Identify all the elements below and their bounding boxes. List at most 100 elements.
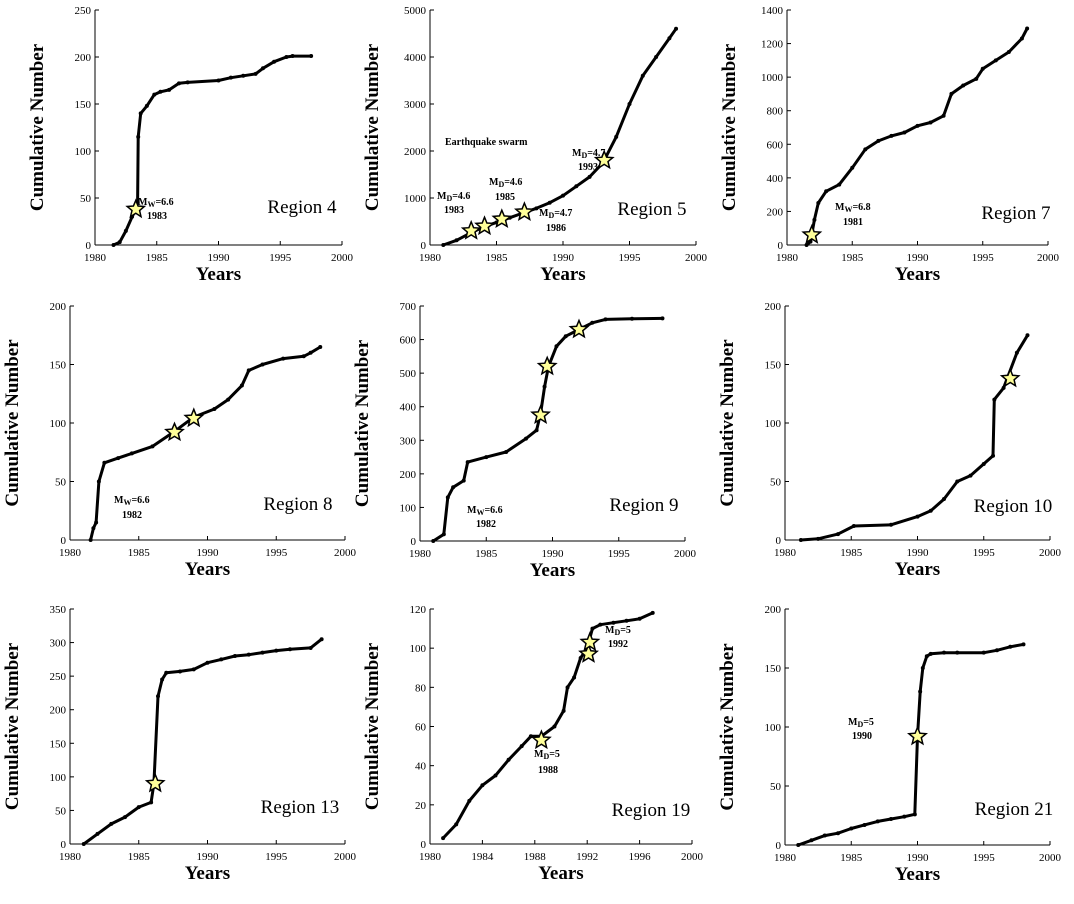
data-point (272, 59, 277, 64)
data-point (1025, 26, 1030, 31)
x-axis-label: Years (895, 864, 940, 885)
y-tick-label: 0 (776, 535, 782, 547)
x-tick-label: 1990 (197, 851, 220, 863)
event-star-marker (578, 643, 599, 663)
event-year: 1983 (444, 205, 464, 216)
data-point (924, 654, 929, 659)
y-tick-label: 100 (400, 502, 417, 514)
data-point (918, 689, 923, 694)
data-point (804, 243, 809, 247)
y-tick-label: 50 (55, 477, 67, 489)
data-point (260, 66, 265, 71)
event-star-marker (593, 149, 615, 170)
event-label: MD=5 (848, 717, 874, 729)
x-tick-label: 1995 (269, 252, 292, 264)
y-tick-label: 0 (421, 839, 427, 851)
data-point (301, 354, 306, 359)
data-point (614, 134, 619, 139)
data-point (993, 58, 998, 63)
x-tick-label: 1980 (59, 547, 82, 559)
data-point (123, 815, 127, 820)
y-tick-label: 300 (400, 435, 417, 447)
data-point (493, 773, 498, 778)
data-point (974, 76, 979, 81)
y-tick-label: 40 (415, 761, 427, 773)
data-point (542, 384, 547, 389)
data-point (552, 724, 557, 729)
event-star-marker (183, 407, 205, 428)
data-point (176, 81, 181, 86)
event-star-marker (460, 219, 482, 240)
data-point (1014, 350, 1019, 355)
x-tick-label: 1995 (973, 852, 996, 864)
data-point (506, 757, 511, 762)
data-point (561, 708, 566, 713)
data-point (920, 666, 925, 670)
x-tick-label: 1985 (486, 252, 509, 264)
y-tick-label: 1000 (761, 72, 784, 84)
data-point (116, 456, 121, 461)
event-year: 1990 (852, 731, 872, 742)
y-tick-label: 200 (767, 206, 784, 218)
data-point (611, 620, 616, 625)
data-point (915, 514, 920, 519)
event-label: MD=4.7 (539, 208, 572, 220)
data-point (928, 508, 933, 513)
data-point (219, 657, 224, 662)
event-label: MD=5 (534, 749, 560, 761)
x-tick-label: 1990 (197, 547, 220, 559)
data-point (1006, 49, 1011, 54)
data-point (812, 217, 817, 222)
data-point (519, 744, 524, 749)
data-point (1019, 36, 1024, 41)
y-axis-label: Cumulative Number (719, 43, 740, 211)
data-point (504, 450, 509, 455)
data-point (863, 147, 868, 152)
data-point (136, 134, 141, 139)
data-point (150, 444, 155, 449)
data-point (309, 54, 314, 59)
x-tick-label: 1980 (774, 852, 797, 864)
y-axis-label: Cumulative Number (352, 339, 373, 507)
y-tick-label: 4000 (404, 52, 427, 64)
data-point (117, 240, 122, 245)
data-point (149, 800, 154, 805)
y-axis-label: Cumulative Number (2, 642, 23, 810)
x-tick-label: 1984 (471, 851, 494, 863)
x-axis-label: Years (185, 559, 230, 580)
y-axis-label: Cumulative Number (717, 339, 738, 507)
region-label: Region 9 (609, 495, 678, 516)
y-tick-label: 100 (50, 418, 67, 430)
data-point (889, 133, 894, 138)
data-point (798, 538, 803, 542)
event-label: MW=6.6 (467, 505, 503, 517)
annotation-text: Earthquake swarm (445, 137, 528, 148)
x-tick-label: 1990 (907, 547, 930, 559)
x-tick-label: 1985 (840, 852, 863, 864)
data-point (216, 78, 221, 83)
data-point (191, 667, 196, 672)
x-tick-label: 1985 (841, 252, 864, 264)
data-point (129, 451, 134, 456)
chart-panel-3: 0 200 400 600 800 1000 1200 1400 1980 1985 1990 199… (719, 5, 1060, 285)
data-point (660, 316, 665, 321)
event-label: MW=6.8 (835, 202, 871, 214)
event-label: MD=5 (605, 625, 631, 637)
cumulative-series (805, 27, 1029, 247)
data-point (942, 650, 946, 655)
data-point (123, 228, 128, 233)
data-point (590, 320, 595, 325)
y-tick-label: 250 (75, 5, 92, 17)
x-tick-label: 1995 (265, 851, 288, 863)
event-label: MD=4.7 (572, 148, 605, 160)
data-point (667, 36, 672, 41)
data-point (650, 610, 655, 615)
data-point (850, 165, 855, 170)
data-point (1021, 642, 1026, 647)
y-tick-label: 0 (61, 839, 67, 851)
data-point (96, 479, 101, 484)
cumulative-series (799, 333, 1029, 542)
data-point (578, 655, 583, 660)
data-point (241, 73, 246, 78)
event-year: 1988 (538, 765, 558, 776)
